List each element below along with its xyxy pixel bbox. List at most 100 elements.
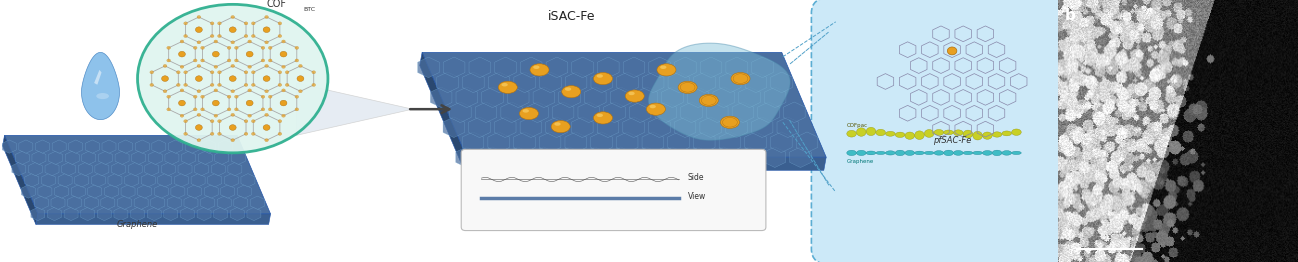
Polygon shape <box>739 147 759 167</box>
Ellipse shape <box>248 65 252 68</box>
Polygon shape <box>687 87 709 108</box>
Ellipse shape <box>282 89 286 92</box>
Polygon shape <box>201 196 214 209</box>
Ellipse shape <box>214 65 218 68</box>
Ellipse shape <box>992 132 1002 137</box>
Ellipse shape <box>295 108 299 111</box>
Polygon shape <box>771 72 792 93</box>
Ellipse shape <box>992 150 1002 156</box>
Polygon shape <box>112 162 126 176</box>
Ellipse shape <box>963 151 972 155</box>
Text: COF: COF <box>266 0 287 9</box>
Polygon shape <box>71 185 86 198</box>
Ellipse shape <box>197 64 201 68</box>
Ellipse shape <box>263 76 270 81</box>
Text: Side: Side <box>688 173 704 182</box>
Ellipse shape <box>1011 129 1022 135</box>
Polygon shape <box>195 162 209 176</box>
Ellipse shape <box>565 87 571 91</box>
Ellipse shape <box>935 151 944 155</box>
Polygon shape <box>62 162 75 176</box>
Ellipse shape <box>197 113 201 116</box>
Polygon shape <box>12 162 26 176</box>
Ellipse shape <box>218 71 221 74</box>
Polygon shape <box>78 162 92 176</box>
Polygon shape <box>745 72 767 93</box>
Polygon shape <box>151 196 165 209</box>
Polygon shape <box>34 196 48 209</box>
Polygon shape <box>230 207 244 221</box>
Polygon shape <box>187 185 201 198</box>
Ellipse shape <box>972 151 983 155</box>
Polygon shape <box>131 207 144 221</box>
Polygon shape <box>184 196 199 209</box>
Polygon shape <box>655 102 676 123</box>
Ellipse shape <box>96 93 109 99</box>
Polygon shape <box>191 174 205 187</box>
Ellipse shape <box>295 59 299 62</box>
Ellipse shape <box>866 127 876 136</box>
Ellipse shape <box>167 59 170 62</box>
Ellipse shape <box>184 83 187 86</box>
Ellipse shape <box>231 15 235 19</box>
Ellipse shape <box>214 40 218 43</box>
Ellipse shape <box>164 90 167 93</box>
Ellipse shape <box>265 139 269 142</box>
Ellipse shape <box>197 90 201 93</box>
Ellipse shape <box>201 95 204 98</box>
Ellipse shape <box>248 114 252 117</box>
Polygon shape <box>649 43 790 140</box>
Ellipse shape <box>167 95 170 98</box>
Ellipse shape <box>244 22 248 25</box>
Ellipse shape <box>626 90 644 102</box>
Ellipse shape <box>857 128 866 136</box>
Polygon shape <box>649 117 670 138</box>
Polygon shape <box>643 132 663 152</box>
Ellipse shape <box>948 47 957 55</box>
Polygon shape <box>199 151 212 165</box>
Ellipse shape <box>193 59 197 62</box>
Polygon shape <box>610 87 632 108</box>
Polygon shape <box>758 102 779 123</box>
Text: View: View <box>688 192 706 201</box>
Polygon shape <box>482 87 504 108</box>
Polygon shape <box>104 185 118 198</box>
Polygon shape <box>539 132 561 152</box>
Ellipse shape <box>184 132 187 135</box>
Ellipse shape <box>657 64 676 76</box>
Polygon shape <box>540 72 561 93</box>
Polygon shape <box>419 52 466 170</box>
Ellipse shape <box>701 96 716 105</box>
Ellipse shape <box>885 131 896 136</box>
Text: Graphene: Graphene <box>846 159 874 164</box>
Polygon shape <box>64 207 78 221</box>
Polygon shape <box>532 147 554 167</box>
Polygon shape <box>604 102 626 123</box>
Ellipse shape <box>723 118 729 121</box>
Ellipse shape <box>231 41 235 44</box>
Polygon shape <box>469 57 491 78</box>
Ellipse shape <box>184 35 187 37</box>
Polygon shape <box>636 147 657 167</box>
Polygon shape <box>706 102 728 123</box>
Ellipse shape <box>935 129 944 135</box>
Ellipse shape <box>180 65 184 68</box>
Polygon shape <box>212 162 226 176</box>
Ellipse shape <box>244 83 248 86</box>
Ellipse shape <box>944 130 953 135</box>
Polygon shape <box>225 174 239 187</box>
Polygon shape <box>566 72 587 93</box>
Polygon shape <box>674 117 696 138</box>
Polygon shape <box>158 174 171 187</box>
Ellipse shape <box>196 76 202 81</box>
Ellipse shape <box>138 4 328 153</box>
Polygon shape <box>55 185 69 198</box>
Polygon shape <box>84 196 99 209</box>
Polygon shape <box>668 72 689 93</box>
Polygon shape <box>465 157 827 170</box>
Polygon shape <box>97 207 112 221</box>
Polygon shape <box>456 87 478 108</box>
Polygon shape <box>610 147 631 167</box>
Polygon shape <box>29 162 43 176</box>
Ellipse shape <box>252 120 256 123</box>
